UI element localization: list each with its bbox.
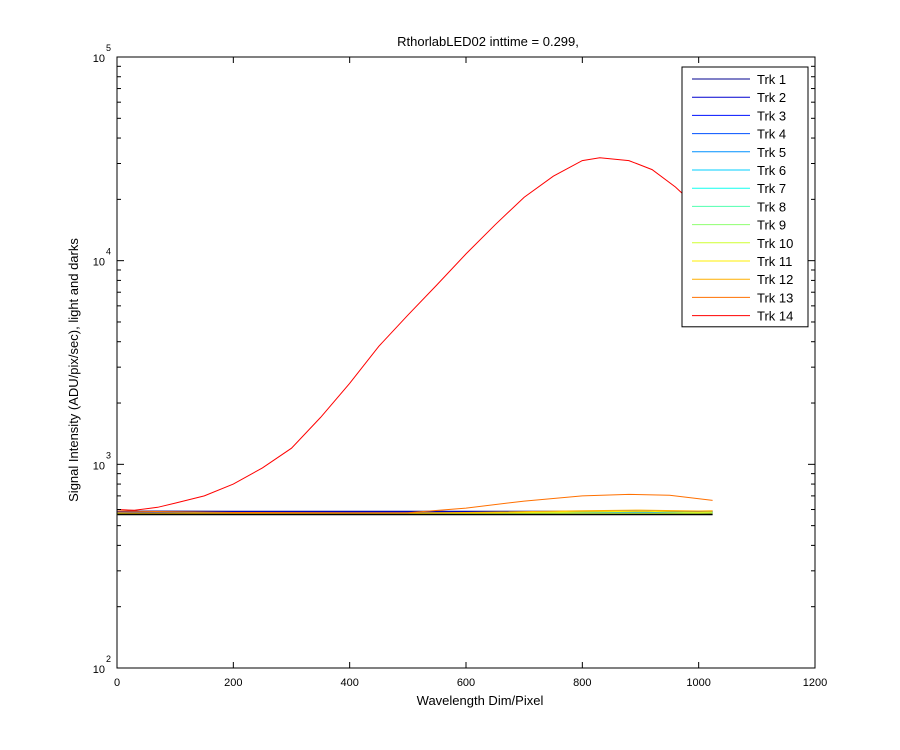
legend: Trk 1 Trk 2 Trk 3 Trk 4 Trk 5 Trk 6 Trk 7 Trk 8… bbox=[681, 66, 809, 328]
legend-label: Trk 12 bbox=[757, 272, 793, 287]
legend-label: Trk 1 bbox=[757, 72, 786, 87]
y-tick-label-exponent: 4 bbox=[106, 247, 111, 257]
series-layer bbox=[117, 157, 714, 516]
y-tick-label-base: 10 bbox=[93, 257, 105, 269]
y-tick-label-exponent: 5 bbox=[106, 43, 111, 53]
legend-label: Trk 9 bbox=[757, 218, 786, 233]
legend-box bbox=[681, 66, 809, 328]
series-line-13 bbox=[117, 493, 713, 514]
x-tick-label: 200 bbox=[224, 677, 242, 689]
series-line-12 bbox=[117, 509, 713, 514]
x-tick-label: 400 bbox=[340, 677, 358, 689]
y-tick-label-base: 10 bbox=[93, 664, 105, 676]
legend-label: Trk 6 bbox=[757, 163, 786, 178]
x-axis-label: Wavelength Dim/Pixel bbox=[417, 693, 544, 708]
legend-label: Trk 14 bbox=[757, 309, 793, 324]
series-line-14 bbox=[117, 157, 714, 511]
x-tick-label: 800 bbox=[573, 677, 591, 689]
chart-title: RthorlabLED02 inttime = 0.299, bbox=[397, 34, 579, 49]
legend-label: Trk 5 bbox=[757, 145, 786, 160]
y-axis-label: Signal Intensity (ADU/pix/sec), light an… bbox=[66, 238, 81, 502]
legend-label: Trk 7 bbox=[757, 181, 786, 196]
y-tick-label-base: 10 bbox=[93, 460, 105, 472]
x-tick-label: 1200 bbox=[803, 677, 827, 689]
y-tick-label-exponent: 3 bbox=[106, 450, 111, 460]
legend-label: Trk 4 bbox=[757, 127, 786, 142]
x-tick-label: 1000 bbox=[686, 677, 710, 689]
legend-label: Trk 3 bbox=[757, 108, 786, 123]
legend-label: Trk 11 bbox=[757, 254, 792, 269]
x-tick-label: 600 bbox=[457, 677, 475, 689]
legend-label: Trk 13 bbox=[757, 290, 793, 305]
legend-label: Trk 2 bbox=[757, 90, 786, 105]
legend-label: Trk 8 bbox=[757, 199, 786, 214]
legend-label: Trk 10 bbox=[757, 236, 793, 251]
y-tick-label-base: 10 bbox=[93, 53, 105, 65]
x-tick-label: 0 bbox=[114, 677, 120, 689]
y-tick-label-exponent: 2 bbox=[106, 654, 111, 664]
